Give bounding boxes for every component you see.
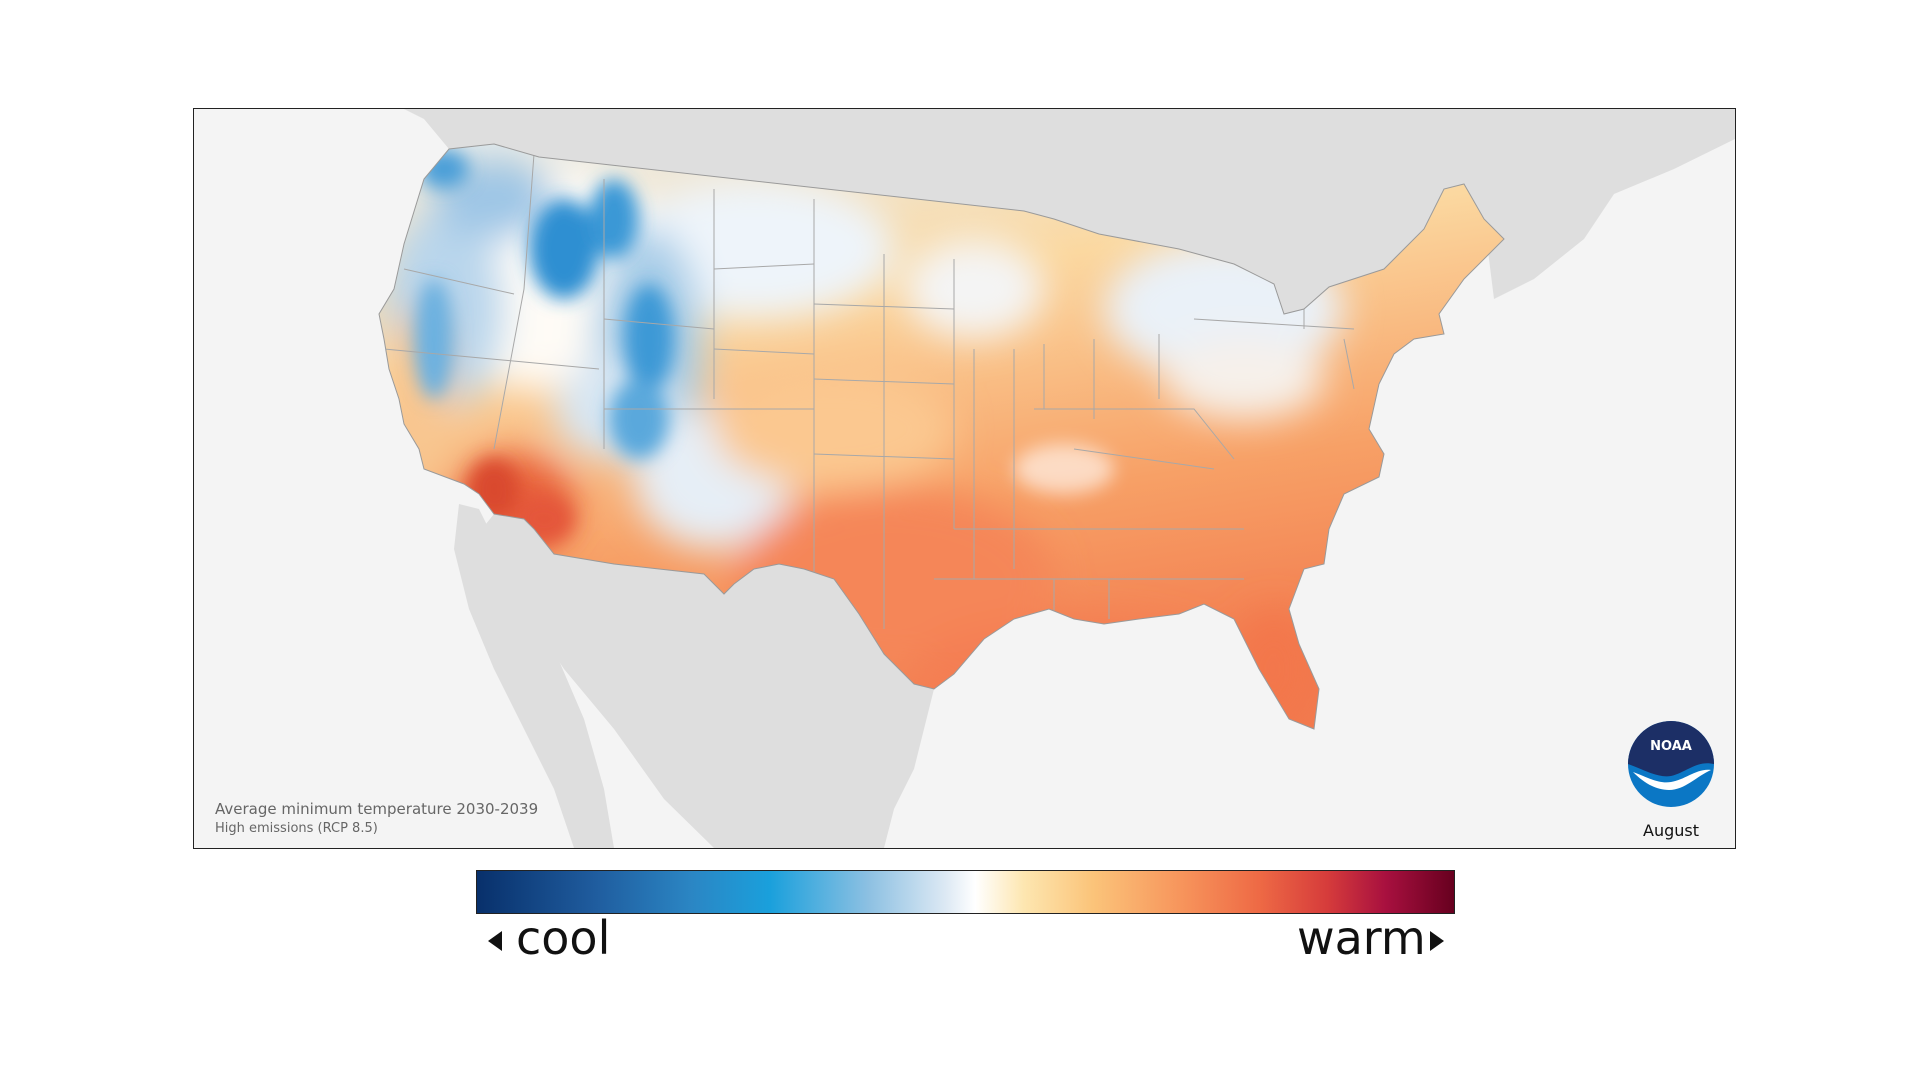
map-subtitle: High emissions (RCP 8.5) [215,821,378,836]
mexico-landmass [474,514,934,848]
left-triangle-icon [488,931,502,951]
noaa-logo-text: NOAA [1650,739,1692,754]
legend-warm-label: warm [1297,911,1426,965]
baja-peninsula [454,504,614,848]
temperature-map [378,109,1735,848]
canada-landmass [404,109,1735,314]
legend-cool-label: cool [516,911,611,965]
right-triangle-icon [1430,931,1444,951]
map-title: Average minimum temperature 2030-2039 [215,800,539,818]
color-legend-bar [476,870,1455,914]
map-frame: Average minimum temperature 2030-2039 Hi… [193,108,1736,849]
month-label: August [1643,821,1699,840]
noaa-logo: NOAA [1628,721,1714,807]
state-boundaries [383,153,1355,654]
